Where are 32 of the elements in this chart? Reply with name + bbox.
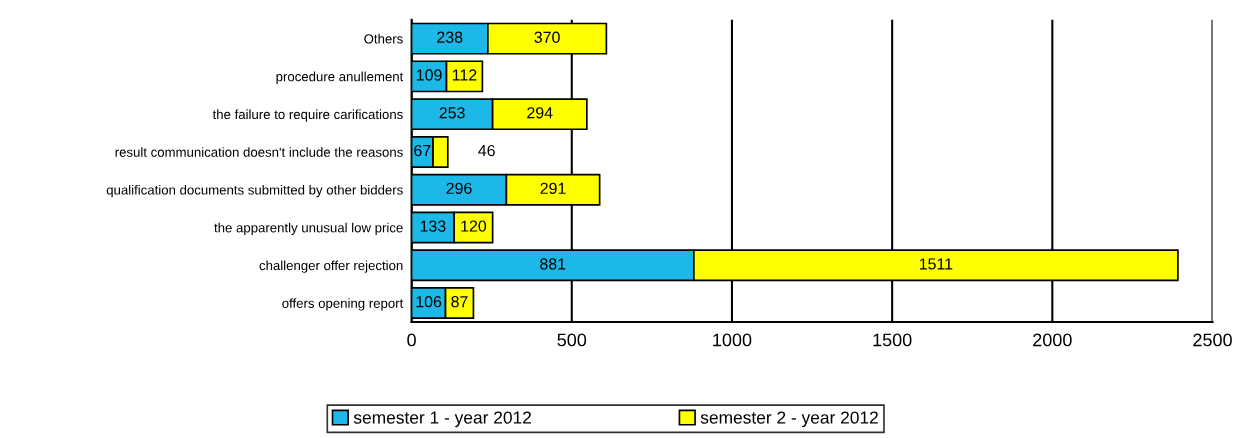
x-tick-label: 0 — [407, 333, 416, 347]
x-tick-label: 1000 — [713, 333, 752, 347]
data-label: 296 — [446, 182, 472, 194]
y-tick-label: offers opening report — [282, 298, 404, 311]
data-label: 87 — [451, 296, 468, 308]
y-tick-label: challenger offer rejection — [259, 260, 403, 273]
x-tick-label: 2500 — [1193, 333, 1232, 347]
x-tick-label: 500 — [557, 333, 587, 347]
y-tick-label: the failure to require carifications — [212, 109, 403, 122]
data-label: 1511 — [919, 258, 953, 270]
y-tick-label: the apparently unusual low price — [214, 222, 403, 236]
y-tick-label: qualification documents submitted by other bidders — [106, 184, 403, 198]
data-label: 120 — [461, 220, 487, 232]
data-label: 370 — [534, 31, 560, 43]
data-label: 291 — [540, 182, 566, 194]
y-tick-label: procedure anullement — [276, 71, 404, 84]
data-label: 238 — [437, 31, 463, 43]
data-label: 67 — [414, 144, 431, 157]
data-label: 109 — [416, 69, 442, 81]
legend-label: semester 2 - year 2012 — [700, 411, 878, 428]
y-tick-label: Others — [364, 33, 403, 44]
x-tick-label: 1500 — [873, 333, 912, 347]
data-label: 133 — [420, 220, 446, 232]
y-tick-label: result communication doesn't include the reasons — [115, 147, 403, 157]
data-label: 881 — [540, 258, 566, 270]
x-tick-label: 2000 — [1033, 333, 1072, 347]
data-label: 46 — [478, 144, 495, 157]
data-label: 253 — [439, 107, 465, 119]
data-label: 294 — [527, 107, 553, 119]
legend-label: semester 1 - year 2012 — [353, 411, 531, 428]
data-label: 112 — [452, 69, 477, 81]
data-label: 106 — [416, 296, 442, 308]
